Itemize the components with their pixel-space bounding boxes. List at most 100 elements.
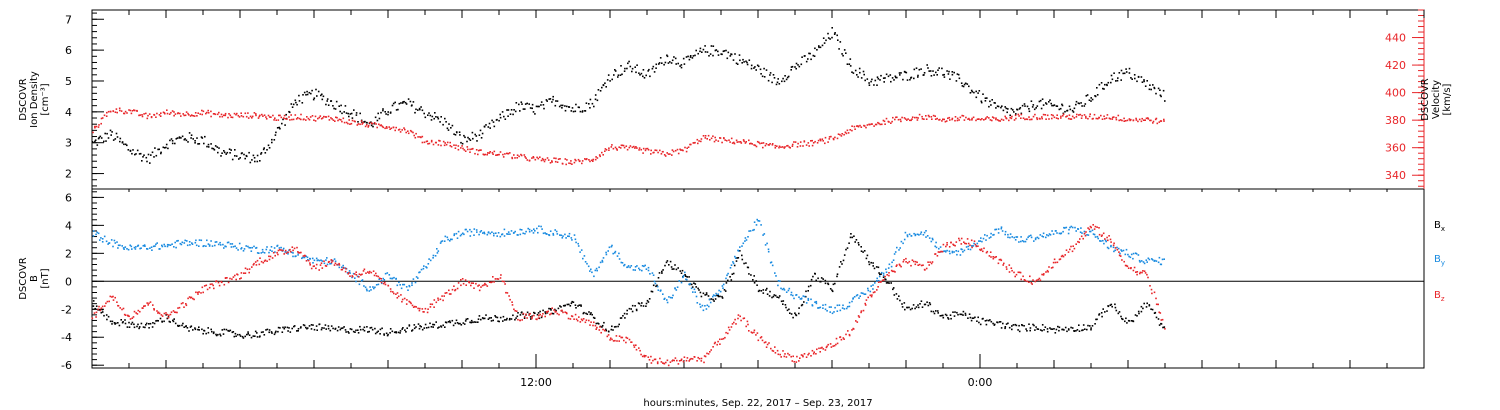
by-series-point <box>1158 256 1161 259</box>
by-series-point <box>265 248 268 251</box>
ion-density-series-point <box>951 73 954 76</box>
by-series-point <box>399 284 401 286</box>
ion-density-series-point <box>1038 100 1041 103</box>
by-series-point <box>455 232 458 235</box>
by-series-point <box>757 220 759 222</box>
bz-series-point <box>936 255 939 257</box>
by-series-point <box>519 233 522 236</box>
velocity-series-point <box>797 142 799 145</box>
bx-series-point <box>268 329 271 331</box>
by-series-point <box>432 257 434 259</box>
velocity-series-point <box>1145 117 1148 120</box>
ion-density-series-point <box>181 135 184 138</box>
ion-density-series-point <box>975 96 978 99</box>
bx-series-point <box>591 313 593 316</box>
ion-density-series-point <box>661 62 663 64</box>
by-series-point <box>227 241 230 244</box>
bz-series-point <box>1015 273 1018 276</box>
velocity-series-point <box>1045 118 1047 120</box>
bz-series-point <box>105 302 107 305</box>
by-series-point <box>684 271 686 274</box>
bz-series-point <box>546 311 548 314</box>
by-series-point <box>1145 259 1148 261</box>
by-series-point <box>552 234 555 236</box>
bx-series-point <box>753 275 755 277</box>
bz-series-point <box>324 264 327 267</box>
ion-density-series-point <box>804 55 806 57</box>
ion-density-series-point <box>812 54 815 57</box>
velocity-series-point <box>220 113 223 116</box>
ion-density-series-point <box>1040 107 1043 110</box>
ion-density-series-point <box>710 45 713 47</box>
velocity-series-point <box>750 142 752 145</box>
bx-series-point <box>183 326 185 328</box>
bx-series-point <box>210 328 212 331</box>
ion-density-series-point <box>543 107 545 110</box>
bz-series-point <box>575 318 578 321</box>
bz-series-point <box>779 353 781 356</box>
bz-series-point <box>1080 235 1083 238</box>
bz-series-point <box>205 284 208 287</box>
velocity-series-point <box>812 142 815 144</box>
by-series-point <box>1137 254 1140 256</box>
bz-series-point <box>751 332 754 334</box>
by-series-point <box>280 246 282 249</box>
velocity-series-point <box>892 116 894 119</box>
bz-series-point <box>771 349 774 352</box>
by-series-point <box>1048 233 1051 235</box>
bz-series-point <box>547 310 549 313</box>
ion-density-series-point <box>827 32 829 35</box>
bx-series-point <box>197 328 199 331</box>
ion-density-series-point <box>750 64 753 67</box>
velocity-series-point <box>945 120 948 122</box>
ion-density-series-point <box>524 103 527 105</box>
velocity-series-point <box>1135 117 1137 120</box>
bx-series-point <box>979 323 982 326</box>
by-series-point <box>1099 240 1101 242</box>
by-series-point <box>555 230 558 233</box>
ion-density-series-point <box>1077 102 1080 104</box>
bx-series-point <box>684 274 686 276</box>
by-series-point <box>183 242 186 244</box>
by-series-point <box>100 237 102 239</box>
bz-series-point <box>579 321 582 323</box>
ion-density-series-point <box>493 125 496 128</box>
velocity-series-point <box>94 125 96 128</box>
ion-density-series-point <box>663 63 665 66</box>
bx-series-point <box>572 301 575 303</box>
velocity-series-point <box>368 121 371 124</box>
by-series-point <box>173 246 175 248</box>
by-series-point <box>575 241 577 244</box>
velocity-series-point <box>541 157 544 160</box>
bz-series-point <box>724 336 726 339</box>
bx-series-point <box>719 295 721 298</box>
velocity-series-point <box>846 129 849 132</box>
ion-density-series-point <box>917 74 919 77</box>
bz-series-point <box>122 307 125 310</box>
by-series-point <box>501 233 504 235</box>
bz-series-point <box>948 246 951 248</box>
ion-density-series-point <box>474 133 476 136</box>
bx-series-point <box>605 329 607 332</box>
ion-density-series-point <box>1120 69 1123 72</box>
bx-series-point <box>1162 326 1164 329</box>
by-series-point <box>101 238 104 240</box>
by-series-point <box>712 294 715 296</box>
ion-density-series-point <box>898 72 901 74</box>
by-series-point <box>870 285 872 287</box>
bz-series-point <box>803 353 806 355</box>
bx-series-point <box>766 287 768 290</box>
bx-series-point <box>1082 329 1084 331</box>
velocity-series-point <box>1152 122 1154 124</box>
by-series-point <box>1004 233 1006 236</box>
by-series-point <box>891 261 893 264</box>
bz-series-point <box>652 359 654 362</box>
by-series-point <box>770 261 773 263</box>
bz-series-point <box>1031 283 1033 285</box>
bx-series-point <box>756 284 758 286</box>
by-series-point <box>819 306 822 309</box>
ion-density-series-point <box>929 70 932 72</box>
ion-density-series-point <box>401 102 404 104</box>
ion-density-series-point <box>1083 105 1086 107</box>
bx-series-point <box>680 272 683 274</box>
